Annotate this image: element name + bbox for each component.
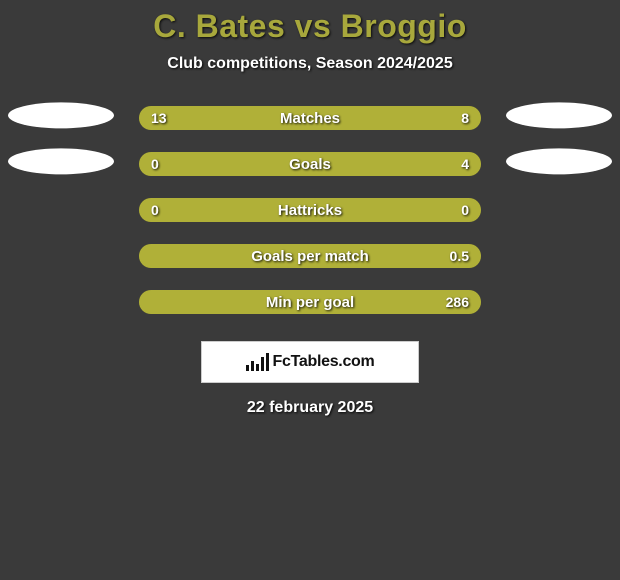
player-left-ellipse — [8, 102, 114, 128]
brand-text: FcTables.com — [273, 353, 375, 371]
stat-bar: 00Hattricks — [139, 198, 481, 222]
stat-bar-right-fill — [139, 244, 481, 268]
stat-bar-left-fill — [139, 106, 351, 130]
stat-bar-left-fill — [139, 198, 310, 222]
stat-bar-right-fill — [351, 106, 481, 130]
stat-row: 0.5Goals per match — [0, 233, 620, 279]
stat-row: 286Min per goal — [0, 279, 620, 325]
stat-row: 00Hattricks — [0, 187, 620, 233]
page-title: C. Bates vs Broggio — [0, 8, 620, 45]
stat-bar-left-fill — [139, 152, 204, 176]
brand: FcTables.com — [246, 353, 375, 371]
player-right-ellipse — [506, 102, 612, 128]
stat-row: 138Matches — [0, 95, 620, 141]
stat-bar: 138Matches — [139, 106, 481, 130]
stat-bar: 04Goals — [139, 152, 481, 176]
stat-bar-right-fill — [139, 290, 481, 314]
stat-row: 04Goals — [0, 141, 620, 187]
player-right-ellipse — [506, 148, 612, 174]
page-subtitle: Club competitions, Season 2024/2025 — [0, 55, 620, 73]
comparison-infographic: C. Bates vs Broggio Club competitions, S… — [0, 0, 620, 580]
stat-bar: 0.5Goals per match — [139, 244, 481, 268]
stat-bar: 286Min per goal — [139, 290, 481, 314]
bar-chart-icon — [246, 353, 269, 371]
stat-bar-right-fill — [310, 198, 481, 222]
footer-date: 22 february 2025 — [0, 399, 620, 417]
stat-bar-right-fill — [204, 152, 481, 176]
stat-rows: 138Matches 04Goals 00Hattricks 0.5Goals per… — [0, 95, 620, 325]
brand-box: FcTables.com — [201, 341, 419, 383]
player-left-ellipse — [8, 148, 114, 174]
